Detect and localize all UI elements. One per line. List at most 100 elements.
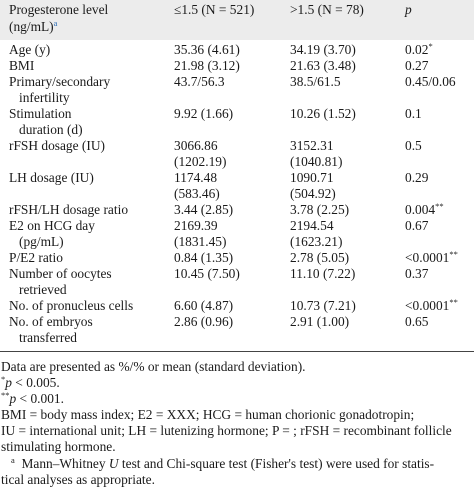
c3-cell: 1090.71 [290, 170, 334, 185]
asterisk-mark: * [1, 374, 6, 384]
c3-cell: 2.78 (5.05) [290, 250, 350, 265]
p-value-text: 0.27 [405, 58, 429, 73]
label-cell: (pg/mL) [19, 234, 64, 249]
footnote-a-line-1: a Mann–Whitney U test and Chi-square tes… [11, 456, 434, 472]
c2-cell: 2169.39 [174, 218, 218, 233]
p-symbol: p [5, 375, 12, 390]
asterisk-mark: ** [1, 390, 10, 400]
test-name-text: Mann–Whitney [21, 456, 109, 471]
c3-cell: 10.26 (1.52) [290, 106, 356, 121]
p-value-cell: 0.65 [405, 314, 428, 330]
table-bottom-rule [0, 351, 474, 352]
p-value-cell: 0.02* [405, 42, 433, 58]
label-cell: E2 on HCG day [9, 218, 95, 233]
p-value-text: 0.004 [405, 202, 436, 217]
c3-cell: 21.63 (3.48) [290, 58, 356, 73]
c3-cell: (504.92) [290, 186, 336, 201]
c2-cell: 9.92 (1.66) [174, 106, 234, 121]
significance-mark: * [428, 41, 433, 51]
p-value-text: 0.5 [405, 138, 422, 153]
significance-mark: ** [449, 297, 458, 307]
c2-cell: 2.86 (0.96) [174, 314, 234, 329]
header-p-value: p [405, 2, 412, 17]
p-value-cell: 0.67 [405, 218, 428, 234]
label-cell: P/E2 ratio [9, 250, 63, 265]
p-value-text: 0.67 [405, 218, 429, 233]
c2-cell: 10.45 (7.50) [174, 266, 240, 281]
c2-cell: 21.98 (3.12) [174, 58, 240, 73]
p-value-cell: 0.45/0.06 [405, 74, 456, 90]
p-value-text: 0.1 [405, 106, 422, 121]
significance-mark: ** [449, 249, 458, 259]
c3-cell: 10.73 (7.21) [290, 298, 356, 313]
test-description-text: test and Chi-square test (Fisher's test)… [118, 456, 435, 471]
p-value-text: 0.45/0.06 [405, 74, 456, 89]
p-value-text: 0.37 [405, 266, 429, 281]
u-symbol: U [108, 456, 119, 471]
c2-cell: 3066.86 [174, 138, 218, 153]
p-value-cell: 0.004** [405, 202, 444, 218]
label-cell: rFSH/LH dosage ratio [9, 202, 129, 217]
c2-cell: 1174.48 [174, 170, 218, 185]
p-value-text: <0.0001 [405, 250, 450, 265]
header-high-group: >1.5 (N = 78) [290, 2, 364, 17]
label-cell: transferred [19, 330, 77, 345]
c2-cell: (1831.45) [174, 234, 227, 249]
footnote-abbreviations-line-2: IU = international unit; LH = lutenizing… [1, 423, 452, 438]
footnote-single-asterisk: *p < 0.005. [1, 375, 60, 391]
c3-cell: 3152.31 [290, 138, 334, 153]
c2-cell: 35.36 (4.61) [174, 42, 240, 57]
p-value-text: <0.0001 [405, 298, 450, 313]
c3-cell: 2194.54 [290, 218, 334, 233]
p-value-text: 0.29 [405, 170, 429, 185]
label-cell: infertility [19, 90, 70, 105]
footnote-double-asterisk: **p < 0.001. [1, 391, 64, 407]
threshold-text: < 0.001. [16, 391, 64, 406]
p-value-cell: <0.0001** [405, 250, 458, 266]
label-cell: retrieved [19, 282, 67, 297]
p-value-cell: 0.27 [405, 58, 428, 74]
p-value-cell: 0.29 [405, 170, 428, 186]
p-symbol: p [9, 391, 17, 406]
p-value-cell: <0.0001** [405, 298, 458, 314]
label-cell: No. of embryos [9, 314, 93, 329]
p-value-text: 0.65 [405, 314, 429, 329]
c3-cell: 2.91 (1.00) [290, 314, 350, 329]
label-cell: BMI [9, 58, 35, 73]
footnote-abbreviations-line-3: stimulating hormone. [1, 439, 116, 454]
c2-cell: (1202.19) [174, 154, 227, 169]
label-cell: Number of oocytes [9, 266, 112, 281]
table-header [0, 0, 474, 40]
footnote-a-mark: a [11, 455, 15, 465]
c2-cell: 6.60 (4.87) [174, 298, 234, 313]
c2-cell: 43.7/56.3 [174, 74, 225, 89]
label-cell: rFSH dosage (IU) [9, 138, 105, 153]
p-value-cell: 0.1 [405, 106, 422, 122]
c3-cell: (1623.21) [290, 234, 343, 249]
c3-cell: 3.78 (2.25) [290, 202, 350, 217]
c3-cell: 34.19 (3.70) [290, 42, 356, 57]
label-cell: No. of pronucleus cells [9, 298, 134, 313]
header-unit-text: (ng/mL) [9, 19, 54, 34]
label-cell: LH dosage (IU) [9, 170, 94, 185]
p-value-cell: 0.37 [405, 266, 428, 282]
c2-cell: 3.44 (2.85) [174, 202, 234, 217]
label-cell: duration (d) [19, 122, 83, 137]
significance-mark: ** [435, 201, 444, 211]
threshold-text: < 0.005. [11, 375, 60, 390]
p-value-cell: 0.5 [405, 138, 422, 154]
label-cell: Age (y) [9, 42, 51, 57]
label-cell: Stimulation [9, 106, 72, 121]
c2-cell: 0.84 (1.35) [174, 250, 234, 265]
c3-cell: (1040.81) [290, 154, 343, 169]
c2-cell: (583.46) [174, 186, 220, 201]
c3-cell: 11.10 (7.22) [290, 266, 356, 281]
footnote-a-line-2: tical analyses as appropriate. [1, 472, 155, 487]
header-progesterone-label: Progesterone level [9, 2, 109, 17]
footnote-ref-a[interactable]: a [53, 18, 58, 28]
c3-cell: 38.5/61.5 [290, 74, 341, 89]
label-cell: Primary/secondary [9, 74, 111, 89]
header-low-group: ≤1.5 (N = 521) [174, 2, 255, 17]
p-value-text: 0.02 [405, 42, 429, 57]
header-progesterone-unit: (ng/mL)a [9, 19, 57, 35]
